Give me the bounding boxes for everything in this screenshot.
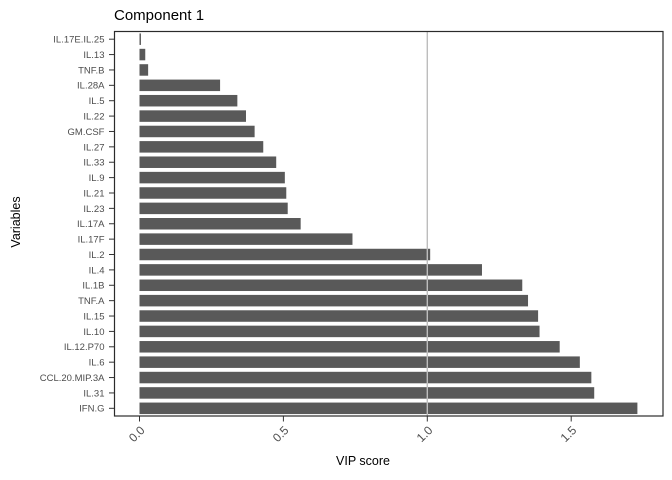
- y-tick-label: IL.22: [83, 111, 104, 122]
- y-tick-label: TNF.A: [78, 296, 105, 307]
- bar-IL.6: [139, 356, 580, 368]
- bar-IL.21: [139, 187, 287, 199]
- bar-IL.2: [139, 248, 431, 261]
- bar-IL.13: [139, 48, 146, 61]
- x-tick-label: 0.5: [270, 423, 292, 445]
- bar-GM.CSF: [139, 125, 255, 138]
- y-tick-label: IL.31: [83, 388, 104, 399]
- y-tick-label: IL.21: [83, 188, 104, 199]
- bar-IL.28A: [139, 79, 221, 92]
- y-tick-label: IL.13: [83, 50, 104, 61]
- bar-IL.12.P70: [139, 341, 560, 353]
- bar-IL.33: [139, 156, 277, 168]
- bar-CCL.20.MIP.3A: [139, 371, 592, 384]
- y-tick-label: IL.17E.IL.25: [53, 35, 104, 46]
- x-tick-label: 1.0: [414, 423, 436, 445]
- bar-IL.9: [139, 171, 285, 184]
- panel-border: [113, 30, 664, 417]
- bar-IL.17E.IL.25: [139, 33, 141, 45]
- bar-IL.31: [139, 387, 595, 399]
- y-tick-label: IL.6: [89, 358, 105, 369]
- y-tick-label: IL.27: [83, 142, 104, 153]
- x-axis-title: VIP score: [336, 454, 390, 468]
- bar-IL.17A: [139, 218, 301, 230]
- y-tick-label: IL.4: [89, 265, 105, 276]
- y-tick-label: TNF.B: [78, 65, 104, 76]
- bar-IL.10: [139, 325, 540, 338]
- y-tick-label: IL.10: [83, 327, 104, 338]
- y-tick-label: IL.17F: [78, 235, 105, 246]
- y-tick-label: IL.28A: [77, 81, 105, 92]
- plot-title: Component 1: [114, 7, 205, 24]
- y-tick-label: IL.15: [83, 311, 104, 322]
- y-tick-label: IL.23: [83, 204, 104, 215]
- y-tick-label: IL.33: [83, 158, 104, 169]
- bar-TNF.B: [139, 64, 149, 76]
- y-tick-label: IL.5: [89, 96, 105, 107]
- bar-IL.4: [139, 264, 482, 276]
- bar-IL.23: [139, 202, 288, 215]
- x-tick-label: 0.0: [126, 423, 148, 445]
- y-tick-label: IL.17A: [77, 219, 105, 230]
- y-tick-label: CCL.20.MIP.3A: [40, 373, 105, 384]
- y-tick-label: IL.1B: [82, 281, 104, 292]
- bar-IL.1B: [139, 279, 523, 292]
- y-tick-label: IL.2: [89, 250, 105, 261]
- y-tick-label: GM.CSF: [68, 127, 105, 138]
- bar-IL.27: [139, 141, 264, 153]
- bar-IL.5: [139, 94, 238, 107]
- bar-IL.17F: [139, 233, 353, 245]
- bar-IL.15: [139, 310, 539, 322]
- x-tick-label: 1.5: [558, 423, 580, 445]
- y-tick-label: IL.9: [89, 173, 105, 184]
- bar-IL.22: [139, 110, 246, 122]
- bar-IFN.G: [139, 402, 638, 415]
- bar-TNF.A: [139, 294, 529, 307]
- y-tick-label: IFN.G: [79, 404, 104, 415]
- y-tick-label: IL.12.P70: [64, 342, 105, 353]
